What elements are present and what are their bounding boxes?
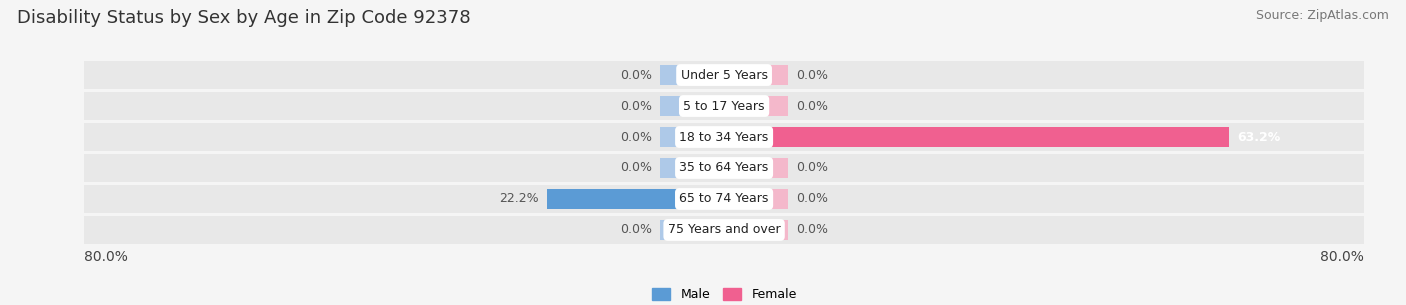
Text: 80.0%: 80.0% (84, 250, 128, 264)
Bar (724, 66, 787, 85)
Bar (661, 66, 724, 85)
Bar (661, 96, 724, 116)
Text: 5 to 17 Years: 5 to 17 Years (683, 99, 765, 113)
Text: 80.0%: 80.0% (1320, 250, 1364, 264)
Legend: Male, Female: Male, Female (647, 283, 801, 305)
Text: 0.0%: 0.0% (620, 131, 652, 144)
Text: 63.2%: 63.2% (1237, 131, 1281, 144)
Bar (724, 127, 1229, 147)
Text: Source: ZipAtlas.com: Source: ZipAtlas.com (1256, 9, 1389, 22)
Text: 0.0%: 0.0% (796, 192, 828, 206)
Text: Under 5 Years: Under 5 Years (681, 69, 768, 81)
Bar (724, 96, 787, 116)
Bar (661, 127, 724, 147)
Bar (724, 189, 787, 209)
Text: 0.0%: 0.0% (620, 224, 652, 236)
Bar (84, 92, 1364, 120)
Bar (84, 154, 1364, 182)
Text: 75 Years and over: 75 Years and over (668, 224, 780, 236)
Text: 22.2%: 22.2% (499, 192, 538, 206)
Text: 0.0%: 0.0% (796, 161, 828, 174)
Text: 35 to 64 Years: 35 to 64 Years (679, 161, 769, 174)
Bar (724, 220, 787, 239)
Bar (547, 189, 724, 209)
Text: 0.0%: 0.0% (620, 99, 652, 113)
Text: Disability Status by Sex by Age in Zip Code 92378: Disability Status by Sex by Age in Zip C… (17, 9, 471, 27)
Bar (661, 158, 724, 178)
Bar (84, 123, 1364, 151)
Text: 0.0%: 0.0% (796, 99, 828, 113)
Bar (724, 158, 787, 178)
Text: 0.0%: 0.0% (620, 69, 652, 81)
Text: 0.0%: 0.0% (620, 161, 652, 174)
Text: 65 to 74 Years: 65 to 74 Years (679, 192, 769, 206)
Text: 18 to 34 Years: 18 to 34 Years (679, 131, 769, 144)
Bar (84, 61, 1364, 89)
Bar (661, 220, 724, 239)
Bar (84, 216, 1364, 244)
Text: 0.0%: 0.0% (796, 224, 828, 236)
Bar (84, 185, 1364, 213)
Text: 0.0%: 0.0% (796, 69, 828, 81)
